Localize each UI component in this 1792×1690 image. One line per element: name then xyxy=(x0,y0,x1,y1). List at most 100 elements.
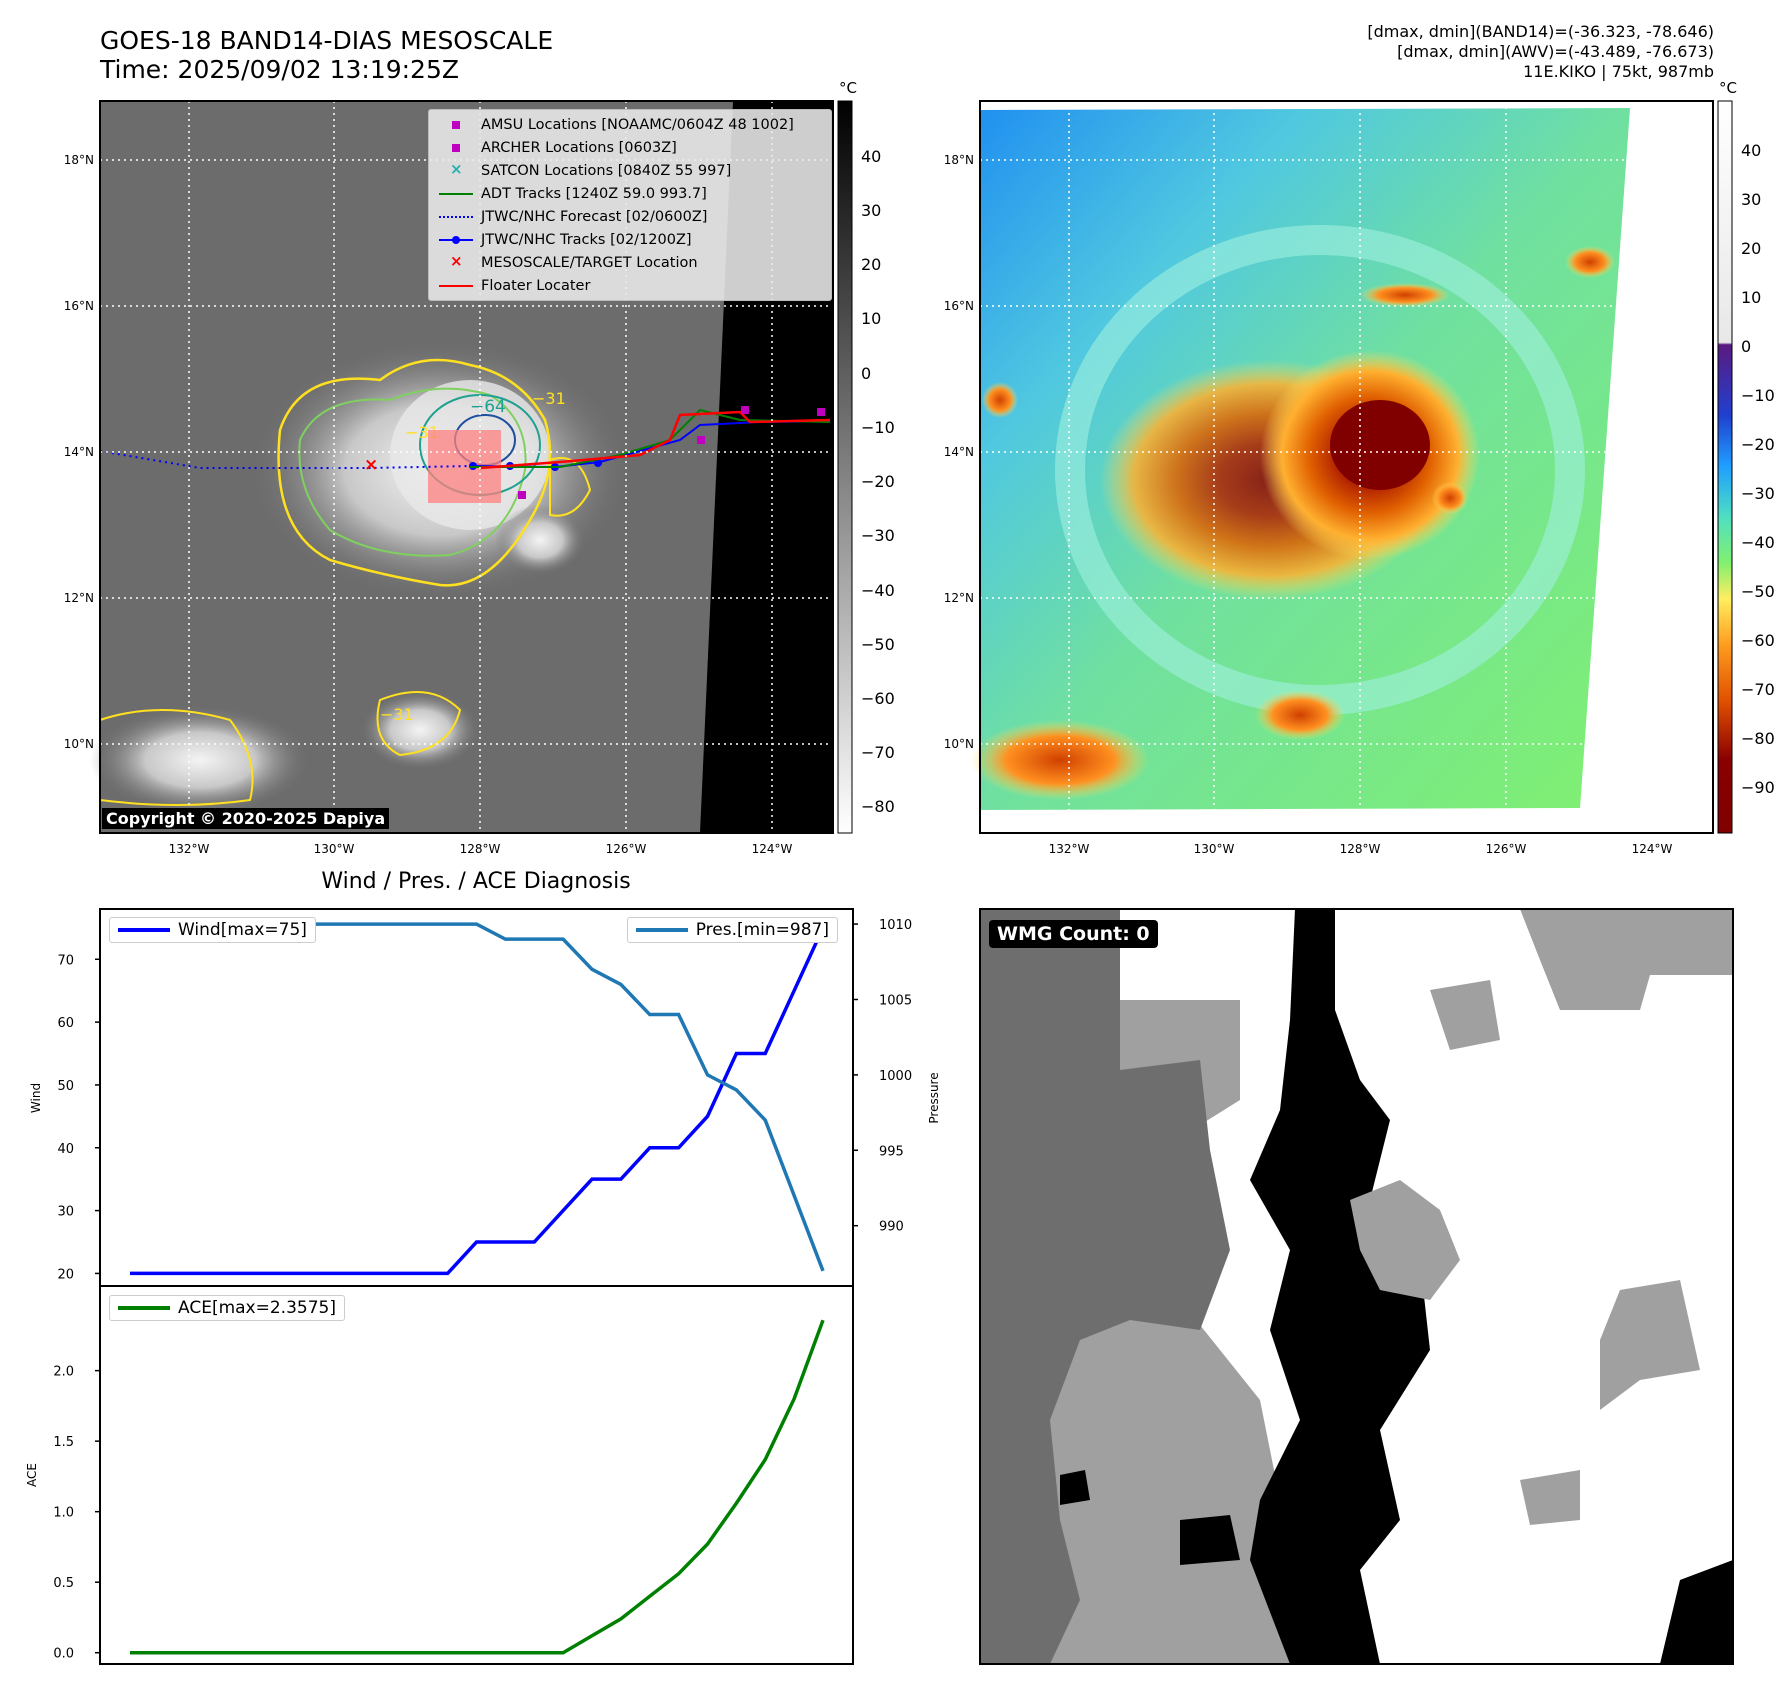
svg-text:126°W: 126°W xyxy=(606,842,647,856)
figure-title: GOES-18 BAND14-DIAS MESOSCALE Time: 2025… xyxy=(100,26,553,84)
wmg-black-small xyxy=(1060,1470,1090,1505)
wmg-panel xyxy=(979,908,1734,1665)
ace-tick-label: 2.0 xyxy=(53,1365,74,1380)
ace-series-line xyxy=(130,1319,825,1655)
ace-legend: ACE[max=2.3575] xyxy=(109,1295,345,1321)
wind-tick-label: 50 xyxy=(57,1079,74,1094)
svg-text:10: 10 xyxy=(1741,288,1761,307)
color-ir-map-panel xyxy=(970,100,1714,834)
svg-text:−80: −80 xyxy=(1741,729,1775,748)
legend-jtwc-tracks: JTWC/NHC Tracks [02/1200Z] xyxy=(437,228,823,251)
title-time: Time: 2025/09/02 13:19:25Z xyxy=(100,55,459,84)
sw-convection xyxy=(970,720,1150,800)
line-icon xyxy=(437,186,475,202)
svg-text:−70: −70 xyxy=(861,743,895,762)
amsu-location-2 xyxy=(817,408,825,416)
svg-text:−40: −40 xyxy=(1741,533,1775,552)
copyright-label: Copyright © 2020-2025 Dapiya xyxy=(102,808,390,829)
wmg-dark-gray-sw xyxy=(980,1550,1050,1664)
band14-range: [dmax, dmin](BAND14)=(-36.323, -78.646) xyxy=(1367,22,1714,41)
ace-axis-label: ACE xyxy=(25,1463,39,1487)
color-map-lat-labels: 18°N 16°N 14°N 12°N 10°N xyxy=(944,153,974,751)
svg-text:−30: −30 xyxy=(861,526,895,545)
pressure-tick-label: 1000 xyxy=(879,1069,912,1084)
svg-text:132°W: 132°W xyxy=(169,842,210,856)
wmg-gray-island-2 xyxy=(1600,1280,1700,1410)
wmg-gray-pocket xyxy=(1350,1180,1460,1300)
x-marker-icon: × xyxy=(450,251,463,270)
line-dot-icon xyxy=(437,232,475,248)
svg-text:130°W: 130°W xyxy=(1194,842,1235,856)
ace-y-ticks: 0.0 0.5 1.0 1.5 2.0 xyxy=(53,1365,100,1662)
sw-cloud xyxy=(90,705,310,815)
awv-range: [dmax, dmin](AWV)=(-43.489, -76.673) xyxy=(1397,42,1714,61)
archer-location-2 xyxy=(697,436,705,444)
svg-text:40: 40 xyxy=(861,147,881,166)
ir-map-lon-labels: 132°W 130°W 128°W 126°W 124°W xyxy=(169,842,793,856)
square-marker-icon xyxy=(437,117,475,133)
contour-s xyxy=(376,691,462,757)
svg-text:128°W: 128°W xyxy=(1340,842,1381,856)
svg-text:°C: °C xyxy=(839,79,857,97)
pressure-tick-label: 1010 xyxy=(879,918,912,933)
ne-cell xyxy=(1565,246,1615,278)
pressure-legend-line-icon xyxy=(635,928,688,932)
svg-text:124°W: 124°W xyxy=(752,842,793,856)
contour-middle xyxy=(298,387,527,557)
svg-text:−30: −30 xyxy=(1741,484,1775,503)
wind-tick-label: 40 xyxy=(57,1142,74,1157)
s-convection xyxy=(1255,690,1345,740)
wind-pressure-chart: 20 30 40 50 60 70 990 995 1000 1005 1010 Wind Pre… xyxy=(29,908,941,1287)
diagnosis-title: Wind / Pres. / ACE Diagnosis xyxy=(321,869,630,894)
wmg-count-badge: WMG Count: 0 xyxy=(989,920,1158,948)
wind-tick-label: 30 xyxy=(57,1205,74,1220)
svg-text:−10: −10 xyxy=(1741,386,1775,405)
svg-text:0: 0 xyxy=(861,364,871,383)
s-cloud xyxy=(360,690,480,770)
e-cell xyxy=(1432,482,1468,514)
title-product: GOES-18 BAND14-DIAS MESOSCALE xyxy=(100,26,554,55)
ace-tick-label: 0.5 xyxy=(53,1576,74,1591)
wmg-dark-gray-region xyxy=(980,909,1230,1664)
wmg-se-black xyxy=(1660,1560,1733,1664)
figure-stats: [dmax, dmin](BAND14)=(-36.323, -78.646) … xyxy=(1367,22,1714,82)
svg-text:−50: −50 xyxy=(861,635,895,654)
x-marker-icon: × xyxy=(450,159,463,178)
wind-legend: Wind[max=75] xyxy=(109,917,316,943)
svg-text:124°W: 124°W xyxy=(1632,842,1673,856)
svg-text:0: 0 xyxy=(1741,337,1751,356)
contour-outer xyxy=(277,358,552,587)
svg-text:−90: −90 xyxy=(1741,778,1775,797)
ir-map-lat-labels: 18°N 16°N 14°N 12°N 10°N xyxy=(64,153,94,751)
wmg-black-patch xyxy=(1180,1515,1240,1565)
ace-tick-label: 1.5 xyxy=(53,1435,74,1450)
dotted-line-icon xyxy=(437,209,475,225)
wind-axis-label: Wind xyxy=(29,1083,43,1113)
svg-text:−40: −40 xyxy=(861,581,895,600)
ace-chart: 0.0 0.5 1.0 1.5 2.0 ACE xyxy=(25,1285,854,1665)
svg-text:14°N: 14°N xyxy=(944,445,974,459)
svg-text:−20: −20 xyxy=(1741,435,1775,454)
wind-tick-label: 20 xyxy=(57,1267,74,1282)
ace-legend-line-icon xyxy=(118,1306,170,1310)
svg-text:132°W: 132°W xyxy=(1049,842,1090,856)
svg-text:10°N: 10°N xyxy=(64,737,94,751)
color-colorbar-ticks: 40 30 20 10 0 −10 −20 −30 −40 −50 −60 −7… xyxy=(1741,141,1775,797)
svg-text:130°W: 130°W xyxy=(314,842,355,856)
svg-text:°C: °C xyxy=(1719,79,1737,97)
color-map-gridlines xyxy=(980,101,1713,833)
w-cell xyxy=(982,382,1018,418)
contour-label-64: −64 xyxy=(470,397,506,417)
svg-text:−50: −50 xyxy=(1741,582,1775,601)
svg-text:18°N: 18°N xyxy=(944,153,974,167)
amsu-location xyxy=(741,406,749,414)
svg-text:−60: −60 xyxy=(1741,631,1775,650)
pressure-y-ticks: 990 995 1000 1005 1010 xyxy=(853,918,912,1235)
svg-text:14°N: 14°N xyxy=(64,445,94,459)
pressure-axis-label: Pressure xyxy=(927,1072,941,1123)
square-marker-icon xyxy=(437,140,475,156)
svg-text:−20: −20 xyxy=(861,472,895,491)
ace-tick-label: 1.0 xyxy=(53,1506,74,1521)
svg-text:−70: −70 xyxy=(1741,680,1775,699)
